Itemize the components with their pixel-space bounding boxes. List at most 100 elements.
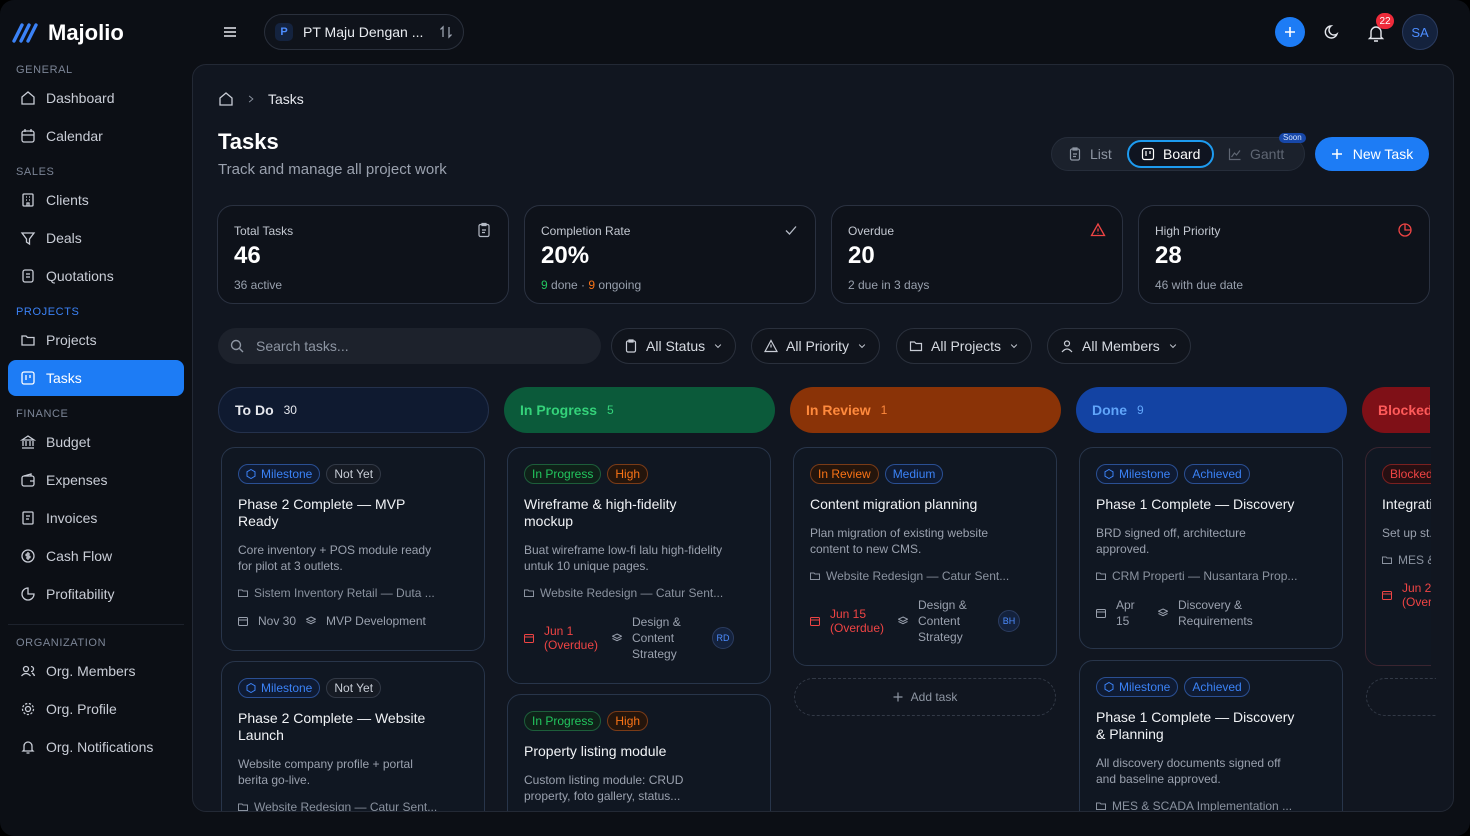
document-icon bbox=[22, 269, 34, 283]
task-card[interactable]: Milestone Achieved Phase 1 Complete — Dis… bbox=[1079, 660, 1343, 812]
view-list-button[interactable]: List bbox=[1056, 140, 1124, 168]
sidebar-item-label: Calendar bbox=[46, 128, 103, 144]
column-count: 5 bbox=[607, 403, 614, 417]
view-board-button[interactable]: Board bbox=[1127, 140, 1215, 168]
status-filter[interactable]: All Status bbox=[611, 328, 737, 364]
folder-icon bbox=[810, 572, 820, 580]
section-projects: PROJECTS bbox=[16, 306, 80, 318]
moon-icon[interactable] bbox=[1322, 22, 1342, 42]
bank-icon bbox=[20, 435, 36, 449]
task-description: BRD signed off, architecture approved. bbox=[1096, 526, 1246, 556]
task-card[interactable]: In Progress High Property listing module … bbox=[507, 694, 771, 811]
task-title: Phase 2 Complete — MVP Ready bbox=[238, 496, 406, 529]
sidebar-item-cashflow[interactable]: Cash Flow bbox=[8, 538, 184, 574]
sidebar-item-org-members[interactable]: Org. Members bbox=[8, 653, 184, 689]
folder-icon bbox=[1096, 572, 1106, 580]
sidebar-item-org-notifications[interactable]: Org. Notifications bbox=[8, 729, 184, 765]
project-name: Website Redesign — Catur Sent... bbox=[540, 586, 724, 600]
logo[interactable]: Majolio bbox=[12, 18, 124, 48]
sidebar-item-calendar[interactable]: Calendar bbox=[8, 118, 184, 154]
sidebar-item-projects[interactable]: Projects bbox=[8, 322, 184, 358]
section-finance: FINANCE bbox=[16, 408, 69, 420]
sidebar-item-dashboard[interactable]: Dashboard bbox=[8, 80, 184, 116]
bell-icon bbox=[21, 741, 35, 754]
check-icon bbox=[785, 226, 797, 235]
task-date: Nov 30 bbox=[258, 614, 297, 628]
done-label: done · bbox=[547, 278, 589, 292]
breadcrumb: Tasks bbox=[218, 91, 304, 107]
new-task-label: New Task bbox=[1352, 146, 1414, 162]
search-input[interactable]: Search tasks... bbox=[218, 328, 601, 364]
task-date: Apr 15 bbox=[1116, 598, 1135, 628]
warning-icon bbox=[764, 339, 778, 353]
plus-icon bbox=[893, 692, 903, 702]
task-card[interactable]: Milestone Not Yet Phase 2 Complete — Webs… bbox=[221, 661, 485, 812]
priority-tag: High bbox=[607, 711, 649, 731]
task-card[interactable]: Blocked Integration environ... Set up st… bbox=[1365, 447, 1431, 666]
done-count: 9 bbox=[541, 278, 548, 292]
sidebar-item-profitability[interactable]: Profitability bbox=[8, 576, 184, 612]
column-header-todo: To Do 30 bbox=[218, 387, 489, 433]
task-card[interactable]: In Progress High Wireframe & high-fidelit… bbox=[507, 447, 771, 684]
funnel-icon bbox=[20, 232, 36, 246]
calendar-icon bbox=[524, 634, 534, 643]
sidebar-item-org-profile[interactable]: Org. Profile bbox=[8, 691, 184, 727]
chevron-right-icon bbox=[248, 95, 254, 103]
task-card[interactable]: In Review Medium Content migration planni… bbox=[793, 447, 1057, 666]
gear-icon bbox=[21, 702, 35, 716]
add-task-button[interactable] bbox=[1366, 678, 1436, 716]
column-count: 30 bbox=[283, 403, 297, 417]
priority-tag: Medium bbox=[884, 464, 944, 484]
column-count: 9 bbox=[1137, 403, 1144, 417]
sidebar-item-deals[interactable]: Deals bbox=[8, 220, 184, 256]
column-name: Blocked bbox=[1378, 402, 1430, 418]
clipboard-icon bbox=[625, 339, 637, 353]
project-name: MES & ... bbox=[1398, 553, 1431, 567]
projects-filter[interactable]: All Projects bbox=[896, 328, 1033, 364]
sidebar-item-label: Budget bbox=[46, 434, 91, 450]
sidebar-item-tasks[interactable]: Tasks bbox=[8, 360, 184, 396]
project-name: MES & SCADA Implementation ... bbox=[1112, 799, 1293, 812]
stat-label: Overdue bbox=[848, 224, 895, 238]
task-title: Integration environ... bbox=[1382, 496, 1431, 512]
plus-icon bbox=[1285, 27, 1295, 37]
project-name: Website Redesign — Catur Sent... bbox=[254, 800, 438, 812]
line-chart-icon bbox=[1228, 148, 1241, 161]
hexagon-icon bbox=[1104, 682, 1114, 692]
sidebar-item-quotations[interactable]: Quotations bbox=[8, 258, 184, 294]
priority-filter[interactable]: All Priority bbox=[751, 328, 881, 364]
stat-sub: 46 with due date bbox=[1155, 278, 1244, 292]
chevron-down-icon bbox=[858, 344, 866, 349]
notification-bell-icon[interactable] bbox=[1365, 22, 1387, 44]
blocked-column-clip: Blocked Integration environ... Set up st… bbox=[1365, 447, 1431, 667]
sidebar-item-budget[interactable]: Budget bbox=[8, 424, 184, 460]
quick-add-button[interactable] bbox=[1275, 17, 1305, 47]
menu-icon[interactable] bbox=[222, 24, 238, 40]
members-filter[interactable]: All Members bbox=[1047, 328, 1191, 364]
sidebar-item-label: Expenses bbox=[46, 472, 108, 488]
task-title: Wireframe & high-fidelity mockup bbox=[524, 496, 677, 529]
task-card[interactable]: Milestone Achieved Phase 1 Complete — Dis… bbox=[1079, 447, 1343, 649]
new-task-button[interactable]: New Task bbox=[1315, 137, 1429, 171]
sidebar-item-clients[interactable]: Clients bbox=[8, 182, 184, 218]
task-project: Website Redesign — Catur Sent... bbox=[238, 800, 468, 812]
status-tag: Achieved bbox=[1184, 677, 1250, 697]
sidebar-item-expenses[interactable]: Expenses bbox=[8, 462, 184, 498]
stat-sub: 36 active bbox=[234, 278, 283, 292]
add-task-label: Add task bbox=[910, 690, 958, 704]
calendar-icon bbox=[1382, 591, 1392, 600]
add-task-button[interactable]: Add task bbox=[794, 678, 1056, 716]
column-header-blocked: Blocked bbox=[1362, 387, 1430, 433]
org-switcher[interactable]: P PT Maju Dengan ... bbox=[264, 14, 464, 50]
folder-icon bbox=[524, 589, 534, 597]
task-card[interactable]: Milestone Not Yet Phase 2 Complete — MVP … bbox=[221, 447, 485, 651]
calendar-icon bbox=[21, 129, 35, 143]
sidebar-item-label: Projects bbox=[46, 332, 97, 348]
sidebar-item-invoices[interactable]: Invoices bbox=[8, 500, 184, 536]
user-avatar[interactable]: SA bbox=[1402, 14, 1438, 50]
main-content: Tasks Tasks Track and manage all project… bbox=[192, 64, 1454, 812]
home-icon bbox=[21, 91, 35, 105]
home-icon[interactable] bbox=[218, 91, 234, 107]
sidebar: Majolio GENERAL Dashboard Calendar SALES… bbox=[0, 0, 192, 836]
warning-icon bbox=[1090, 222, 1106, 237]
